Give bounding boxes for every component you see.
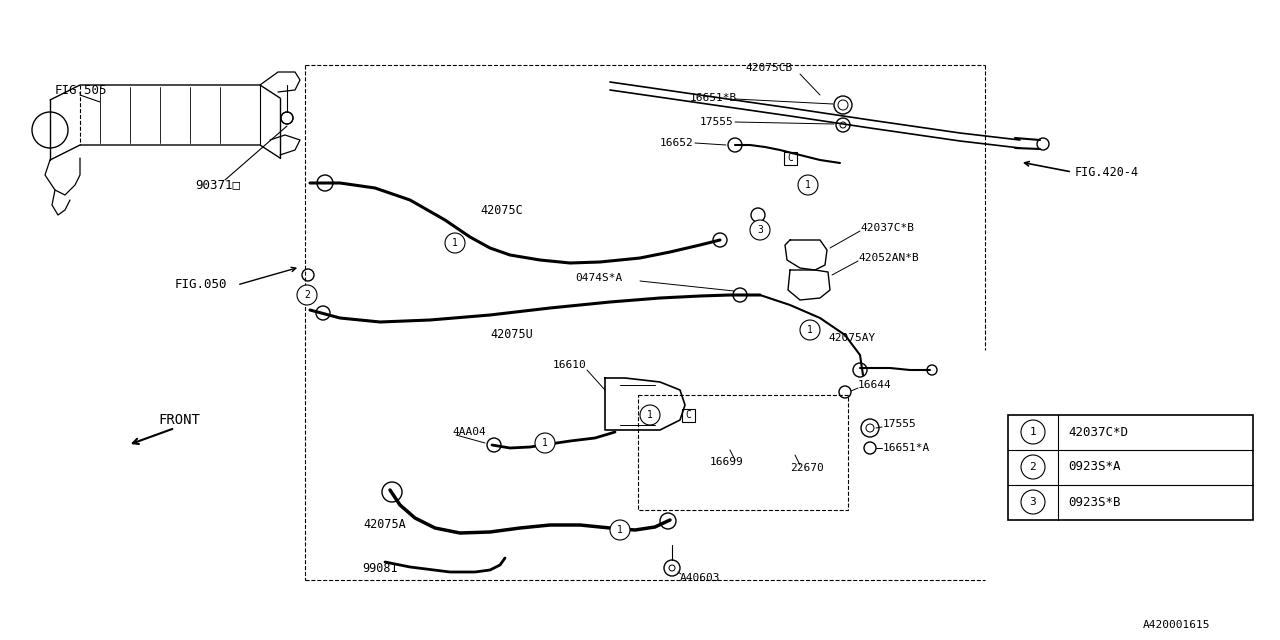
Text: 4AA04: 4AA04 [452, 427, 485, 437]
Text: 3: 3 [756, 225, 763, 235]
Text: A420001615: A420001615 [1143, 620, 1210, 630]
Text: 22670: 22670 [790, 463, 824, 473]
Text: 42075C: 42075C [480, 204, 522, 216]
Circle shape [445, 233, 465, 253]
Text: 0474S*A: 0474S*A [575, 273, 622, 283]
Text: FIG.420-4: FIG.420-4 [1075, 166, 1139, 179]
Text: 0923S*B: 0923S*B [1068, 495, 1120, 509]
Text: 90371□: 90371□ [195, 179, 241, 191]
Text: 99081: 99081 [362, 561, 398, 575]
Text: FIG.505: FIG.505 [55, 83, 108, 97]
Text: 1: 1 [452, 238, 458, 248]
Text: A40603: A40603 [680, 573, 721, 583]
Text: 3: 3 [1029, 497, 1037, 507]
Text: FIG.050: FIG.050 [175, 278, 228, 291]
Circle shape [1021, 420, 1044, 444]
Text: 42075U: 42075U [490, 328, 532, 342]
Text: 16652: 16652 [660, 138, 694, 148]
Circle shape [640, 405, 660, 425]
Text: 16610: 16610 [553, 360, 586, 370]
Text: 1: 1 [805, 180, 812, 190]
Circle shape [535, 433, 556, 453]
Bar [783, 152, 796, 164]
Text: 2: 2 [305, 290, 310, 300]
Text: 17555: 17555 [883, 419, 916, 429]
Text: 42075A: 42075A [364, 518, 406, 531]
Text: C: C [685, 410, 691, 420]
Text: 2: 2 [1029, 462, 1037, 472]
Text: FRONT: FRONT [157, 413, 200, 427]
Bar [681, 408, 695, 422]
Text: 16651*B: 16651*B [690, 93, 737, 103]
Circle shape [297, 285, 317, 305]
Text: 17555: 17555 [700, 117, 733, 127]
Text: 1: 1 [808, 325, 813, 335]
Text: 42037C*D: 42037C*D [1068, 426, 1128, 438]
Text: 1: 1 [617, 525, 623, 535]
Circle shape [1021, 490, 1044, 514]
Text: 16644: 16644 [858, 380, 892, 390]
Text: 1: 1 [541, 438, 548, 448]
Circle shape [800, 320, 820, 340]
Text: 42037C*B: 42037C*B [860, 223, 914, 233]
Circle shape [611, 520, 630, 540]
Circle shape [1021, 455, 1044, 479]
Bar [1009, 415, 1253, 520]
Text: 1: 1 [1029, 427, 1037, 437]
Circle shape [750, 220, 771, 240]
Text: 16651*A: 16651*A [883, 443, 931, 453]
Text: C: C [787, 153, 792, 163]
Text: 42075AY: 42075AY [828, 333, 876, 343]
Bar [637, 395, 849, 510]
Text: 1: 1 [648, 410, 653, 420]
Text: 0923S*A: 0923S*A [1068, 461, 1120, 474]
Text: 16699: 16699 [710, 457, 744, 467]
Text: 42075CB: 42075CB [745, 63, 792, 73]
Circle shape [797, 175, 818, 195]
Text: 42052AN*B: 42052AN*B [858, 253, 919, 263]
